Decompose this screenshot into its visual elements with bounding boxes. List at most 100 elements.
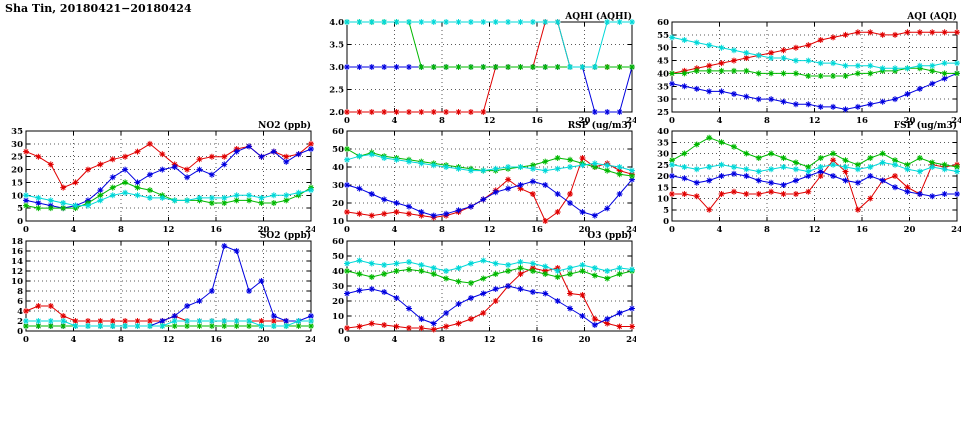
so2-ytick-label: 2 [17, 317, 23, 327]
so2-ytick-label: 4 [17, 307, 23, 317]
no2-ytick-label: 5 [17, 204, 23, 214]
aqhi-xtick-label: 8 [439, 116, 445, 126]
rsp-ytick-label: 10 [332, 217, 344, 227]
fsp-xtick-label: 4 [717, 225, 723, 235]
fsp-series-line-green [671, 137, 958, 168]
rsp-xtick-label: 16 [531, 225, 543, 235]
no2-series-markers-cyan [23, 187, 314, 209]
aqhi-xtick-label: 0 [344, 116, 350, 126]
fsp-ytick-label: 0 [663, 217, 669, 227]
no2-xtick-label: 16 [210, 225, 222, 235]
so2-xtick-label: 8 [118, 335, 124, 345]
o3-xtick-label: 4 [392, 335, 398, 345]
rsp-ytick-label: 50 [332, 145, 344, 155]
aqhi-plot-svg: 2.0 2.5 3.0 3.5 4.0 0 4 8 12 16 20 24 AQHI (AQHI) [329, 11, 638, 126]
fsp-xtick-label: 20 [904, 225, 916, 235]
fsp-ytick-label: 25 [657, 161, 669, 171]
aqi-series-markers-red [669, 29, 960, 77]
so2-xtick-label: 20 [258, 335, 270, 345]
so2-chart: 0 2 4 6 8 10 12 14 16 18 0 4 8 12 16 20 24 SO2 (ppb) [0, 228, 317, 345]
aqhi-xtick-label: 4 [392, 116, 398, 126]
o3-ytick-label: 10 [332, 312, 344, 322]
rsp-plot-svg: 10 20 30 40 50 60 0 4 8 12 16 20 24 RSP (ug/m3) [332, 120, 638, 235]
rsp-series-markers-green [344, 146, 635, 179]
aqhi-series-line-cyan [347, 21, 632, 68]
fsp-ytick-label: 15 [657, 183, 669, 193]
aqhi-ytick-label: 2.0 [329, 108, 344, 118]
o3-xtick-label: 0 [344, 335, 350, 345]
no2-xtick-label: 12 [163, 225, 175, 235]
aqi-series-markers-green [669, 65, 960, 79]
fsp-ytick-label: 20 [657, 172, 669, 182]
o3-xtick-label: 12 [484, 335, 496, 345]
o3-chart: 0 10 20 30 40 50 60 0 4 8 12 16 20 24 O3 (ppb) [321, 228, 638, 345]
no2-xtick-label: 0 [23, 225, 29, 235]
aqi-xtick-label: 0 [669, 116, 675, 126]
fsp-xtick-label: 8 [764, 225, 770, 235]
so2-ytick-label: 12 [11, 267, 23, 277]
o3-ytick-label: 40 [332, 267, 344, 277]
fsp-series-markers-red [669, 157, 960, 213]
fsp-ytick-label: 30 [657, 150, 669, 160]
aqi-xtick-label: 16 [856, 116, 868, 126]
so2-chart-title: SO2 (ppb) [260, 230, 311, 241]
fsp-ytick-label: 10 [657, 195, 669, 205]
aqi-xtick-label: 20 [904, 116, 916, 126]
no2-ytick-label: 0 [17, 217, 23, 227]
aqi-chart-title: AQI (AQI) [906, 11, 957, 22]
aqi-series-markers-cyan [669, 34, 960, 72]
aqhi-xtick-label: 12 [484, 116, 496, 126]
aqi-ytick-label: 30 [657, 95, 669, 105]
aqhi-ytick-label: 3.5 [329, 41, 344, 51]
o3-series-markers-blue [344, 283, 635, 328]
aqi-ytick-label: 60 [657, 18, 669, 28]
fsp-ytick-label: 35 [657, 138, 669, 148]
no2-xtick-label: 4 [71, 225, 77, 235]
so2-ytick-label: 10 [11, 277, 23, 287]
so2-xtick-label: 24 [305, 335, 315, 345]
rsp-xtick-label: 20 [579, 225, 591, 235]
aqi-xtick-label: 12 [809, 116, 821, 126]
so2-ytick-label: 16 [11, 247, 23, 257]
no2-chart-title: NO2 (ppb) [258, 120, 311, 131]
fsp-xtick-label: 24 [951, 225, 961, 235]
aqi-ytick-label: 55 [657, 31, 669, 41]
no2-ytick-label: 30 [11, 140, 23, 150]
fsp-series-markers-green [669, 134, 960, 170]
aqi-ytick-label: 35 [657, 82, 669, 92]
so2-ytick-label: 6 [17, 297, 23, 307]
aqi-ytick-label: 45 [657, 57, 669, 67]
rsp-xtick-label: 12 [484, 225, 496, 235]
o3-ytick-label: 0 [338, 327, 344, 337]
o3-ytick-label: 30 [332, 282, 344, 292]
aqhi-ytick-label: 2.5 [329, 86, 344, 96]
aqi-xtick-label: 4 [717, 116, 723, 126]
no2-xtick-label: 24 [305, 225, 315, 235]
rsp-ytick-label: 40 [332, 163, 344, 173]
fsp-ytick-label: 40 [657, 127, 669, 137]
o3-xtick-label: 16 [531, 335, 543, 345]
no2-xtick-label: 20 [258, 225, 270, 235]
o3-ytick-label: 20 [332, 297, 344, 307]
no2-chart: 0 5 10 15 20 25 30 35 0 4 8 12 16 20 24 NO2 (ppb) [0, 118, 317, 235]
o3-xtick-label: 24 [626, 335, 636, 345]
no2-ytick-label: 20 [11, 166, 23, 176]
so2-ytick-label: 18 [11, 237, 23, 247]
fsp-ytick-label: 5 [663, 206, 669, 216]
aqhi-series-line-green [347, 21, 632, 68]
rsp-xtick-label: 8 [439, 225, 445, 235]
o3-xtick-label: 8 [439, 335, 445, 345]
aqi-plot-svg: 25 30 35 40 45 50 55 60 0 4 8 12 16 20 24 AQI (AQI) [657, 11, 963, 126]
no2-ytick-label: 25 [11, 153, 23, 163]
no2-ytick-label: 35 [11, 127, 23, 137]
so2-ytick-label: 0 [17, 327, 23, 337]
rsp-ytick-label: 20 [332, 199, 344, 209]
no2-ytick-label: 15 [11, 178, 23, 188]
no2-xtick-label: 8 [118, 225, 124, 235]
no2-series-markers-blue [23, 143, 314, 212]
aqhi-xtick-label: 24 [626, 116, 636, 126]
fsp-series-markers-cyan [669, 159, 960, 175]
so2-xtick-label: 12 [163, 335, 175, 345]
rsp-series-line-blue [346, 179, 633, 217]
